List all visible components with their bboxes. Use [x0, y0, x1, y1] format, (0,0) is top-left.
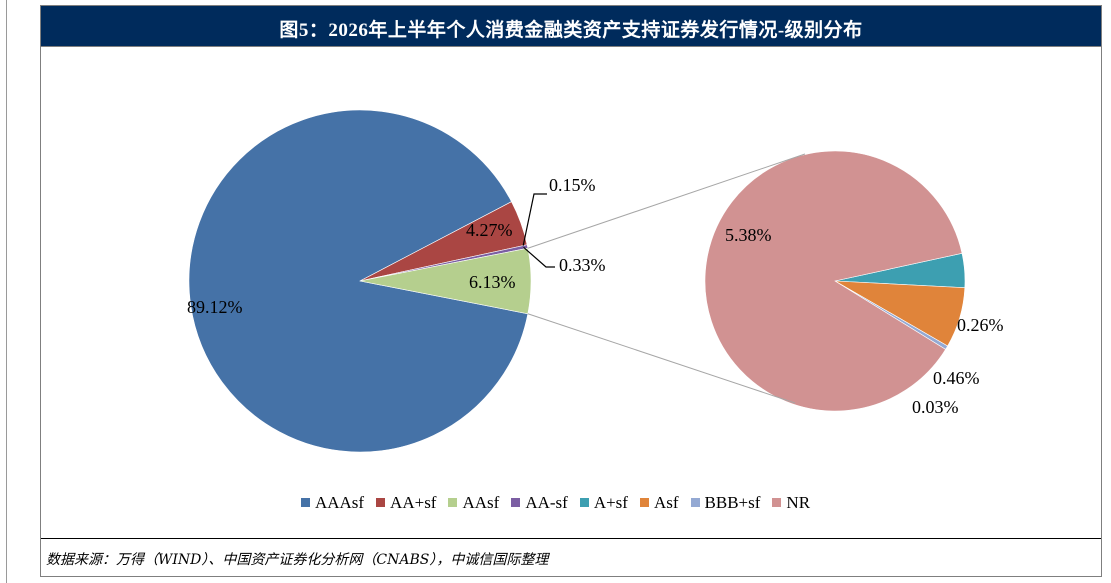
slice-aasf-group — [359, 247, 532, 315]
leader-line-top — [522, 193, 547, 246]
pie-of-pie-chart: 89.12% 4.27% 6.13% 0.15% 0.33% 5.38% 0.26% 0.46… — [187, 109, 1004, 453]
legend-item-aaplussf: AA+sf — [376, 493, 436, 513]
slice-aaasf — [188, 109, 529, 453]
legend-label-bbbplussf: BBB+sf — [704, 493, 761, 512]
data-label-asf: 0.46% — [933, 368, 980, 388]
legend-label-asf: Asf — [653, 493, 679, 512]
legend-label-aplussf: A+sf — [593, 493, 628, 512]
data-label-bbbplussf: 0.03% — [912, 397, 959, 417]
legend-swatch-aaasf — [300, 498, 310, 507]
legend-item-nr: NR — [772, 493, 810, 513]
legend-label-aasf: AAsf — [462, 493, 500, 512]
figure-title: 图5：2026年上半年个人消费金融类资产支持证券发行情况-级别分布 — [279, 20, 863, 41]
data-label-aaasf: 89.12% — [187, 297, 243, 317]
legend-label-aaplussf: AA+sf — [390, 493, 437, 512]
data-label-nr: 5.38% — [725, 225, 772, 245]
legend-swatch-nr — [772, 498, 782, 507]
legend-swatch-aaplussf — [376, 498, 386, 507]
legend-item-aasf: AAsf — [448, 493, 499, 513]
left-margin-rule — [6, 0, 7, 583]
data-label-aplussf: 0.26% — [957, 315, 1004, 335]
connector-line-bottom — [527, 313, 796, 404]
legend-swatch-aasf — [448, 498, 458, 507]
data-label-aaminussf: 0.33% — [559, 255, 606, 275]
legend-label-aaasf: AAAsf — [314, 493, 365, 512]
legend-item-aaminussf: AA-sf — [511, 493, 568, 513]
data-label-aasf-group: 6.13% — [469, 272, 516, 292]
chart-area: 89.12% 4.27% 6.13% 0.15% 0.33% 5.38% 0.26% 0.46… — [41, 47, 1101, 539]
legend-swatch-bbbplussf — [690, 498, 700, 507]
legend-item-asf: Asf — [639, 493, 679, 513]
data-label-extra: 0.15% — [549, 175, 596, 195]
slice-nr — [704, 150, 963, 412]
title-bar: 图5：2026年上半年个人消费金融类资产支持证券发行情况-级别分布 — [40, 5, 1102, 47]
legend-swatch-asf — [639, 498, 649, 507]
legend-item-bbbplussf: BBB+sf — [690, 493, 761, 513]
legend-swatch-aplussf — [579, 498, 589, 507]
legend-label-aaminussf: AA-sf — [525, 493, 568, 512]
connector-line-top — [527, 153, 806, 249]
legend-item-aplussf: A+sf — [579, 493, 628, 513]
legend-label-nr: NR — [786, 493, 811, 512]
chart-legend: AAAsf AA+sf AAsf AA-sf A+sf Asf BBB+sf NR — [0, 493, 1111, 513]
legend-swatch-aaminussf — [511, 498, 521, 507]
source-note: 数据来源：万得（WIND）、中国资产证券化分析网（CNABS），中诚信国际整理 — [46, 552, 549, 568]
leader-line-aa-minus — [523, 246, 555, 268]
data-label-aaplussf: 4.27% — [466, 220, 513, 240]
legend-item-aaasf: AAAsf — [300, 493, 365, 513]
